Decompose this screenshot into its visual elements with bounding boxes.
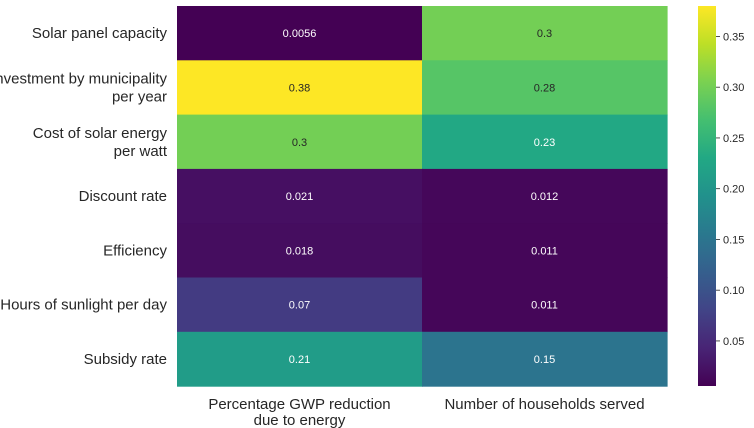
heatmap-cell — [177, 223, 423, 279]
cell-label: 0.3 — [537, 28, 552, 40]
row-labels: Solar panel capacity Investment by munici… — [0, 25, 168, 368]
cell-label: 0.021 — [286, 191, 314, 203]
row-label: Efficiency — [103, 242, 167, 259]
colorbar-tick-label: 0.35 — [723, 31, 744, 43]
heatmap-cell — [422, 168, 668, 224]
heatmap-cell — [177, 331, 423, 387]
heatmap-cell — [422, 60, 668, 116]
cell-label: 0.3 — [292, 137, 307, 149]
heatmap-cell — [177, 168, 423, 224]
cell-label: 0.23 — [534, 137, 555, 149]
heatmap-cells: 0.0056 0.3 0.38 0.28 0.3 0.23 0.021 0.012 0.018 0… — [177, 6, 668, 387]
heatmap-cell — [422, 277, 668, 333]
cell-label: 0.011 — [531, 300, 558, 312]
colorbar-tick-label: 0.05 — [723, 336, 744, 348]
row-label: Investment by municipality per year — [0, 70, 167, 105]
colorbar-tick-label: 0.30 — [723, 82, 744, 94]
heatmap-cell — [177, 277, 423, 333]
colorbar-tick-label: 0.10 — [723, 285, 744, 297]
colorbar-tick-label: 0.20 — [723, 184, 744, 196]
colorbar: 0.05 0.10 0.15 0.20 0.25 0.30 0.35 — [698, 6, 744, 386]
row-label: Discount rate — [79, 188, 167, 205]
heatmap-cell — [177, 6, 423, 61]
row-label: Solar panel capacity — [32, 25, 168, 42]
heatmap-cell — [177, 60, 423, 116]
cell-label: 0.15 — [534, 354, 555, 366]
cell-label: 0.011 — [531, 245, 558, 257]
row-label: Subsidy rate — [84, 351, 167, 368]
cell-label: 0.28 — [534, 82, 555, 94]
cell-label: 0.0056 — [283, 28, 317, 40]
cell-label: 0.018 — [286, 245, 314, 257]
heatmap-cell — [422, 331, 668, 387]
row-label: Hours of sunlight per day — [0, 297, 167, 314]
column-labels: Percentage GWP reduction due to energy Num… — [208, 396, 644, 428]
heatmap-cell — [422, 6, 668, 61]
cell-label: 0.21 — [289, 354, 310, 366]
colorbar-tick-label: 0.25 — [723, 133, 744, 145]
row-label: Cost of solar energy per watt — [33, 125, 168, 160]
heatmap-cell — [422, 114, 668, 170]
colorbar-ticks: 0.05 0.10 0.15 0.20 0.25 0.30 0.35 — [716, 31, 744, 348]
cell-label: 0.012 — [531, 191, 559, 203]
colorbar-gradient — [698, 6, 716, 386]
column-label: Number of households served — [444, 396, 644, 413]
heatmap-cell — [177, 114, 423, 170]
cell-label: 0.07 — [289, 300, 310, 312]
cell-label: 0.38 — [289, 82, 310, 94]
colorbar-tick-label: 0.15 — [723, 234, 744, 246]
heatmap-cell — [422, 223, 668, 279]
column-label: Percentage GWP reduction due to energy — [208, 396, 390, 428]
